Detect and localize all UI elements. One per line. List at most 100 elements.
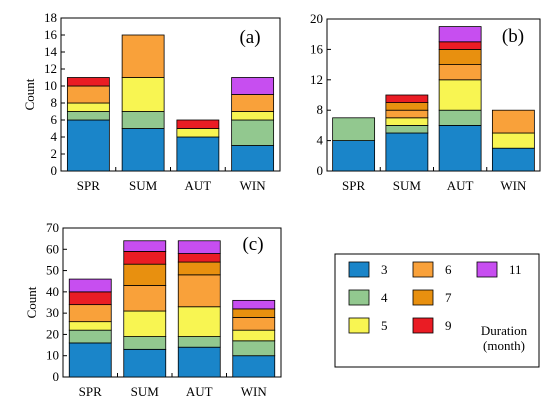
bar-segment-win-5 xyxy=(491,132,535,149)
bar-segment-win-11 xyxy=(231,77,275,95)
x-tick-label: SUM xyxy=(393,178,422,193)
y-tick-label: 40 xyxy=(46,284,59,299)
bar-segment-sum-9 xyxy=(123,251,167,265)
bar-segment-win-5 xyxy=(231,111,275,121)
bar-segment-win-3 xyxy=(491,147,535,172)
y-tick-label: 0 xyxy=(51,163,58,178)
y-tick-label: 8 xyxy=(51,95,58,110)
legend-swatch-5 xyxy=(348,317,370,334)
legend-label-4: 4 xyxy=(381,290,388,305)
bar-segment-sum-4 xyxy=(123,336,167,350)
bar-segment-sum-3 xyxy=(123,348,167,378)
legend-label-9: 9 xyxy=(445,318,452,333)
panel-label: (c) xyxy=(242,234,263,255)
bar-segment-spr-4 xyxy=(68,329,112,344)
bar-segment-sum-6 xyxy=(123,285,167,312)
bar-segment-spr-9 xyxy=(66,77,110,87)
bar-segment-aut-3 xyxy=(438,125,482,172)
bar-segment-sum-3 xyxy=(121,128,165,172)
bar-segment-aut-5 xyxy=(176,128,220,138)
y-tick-label: 10 xyxy=(44,78,57,93)
bar-segment-win-7 xyxy=(232,308,276,318)
bar-segment-spr-5 xyxy=(68,321,112,331)
y-tick-label: 70 xyxy=(46,220,59,235)
chart-panel-1: 0 2 4 6 8 10 12 14 16 18 Count SPR SUM AUT WIN (a) xyxy=(22,10,281,193)
bar-segment-sum-4 xyxy=(385,125,429,134)
y-tick-label: 2 xyxy=(51,146,58,161)
y-tick-label: 10 xyxy=(46,348,59,363)
legend-label-3: 3 xyxy=(381,262,388,277)
y-tick-label: 6 xyxy=(51,112,58,127)
bar-segment-sum-6 xyxy=(385,109,429,119)
legend-swatch-7 xyxy=(412,289,434,306)
legend-label-11: 11 xyxy=(509,262,522,277)
y-tick-label: 4 xyxy=(317,133,324,148)
bar-segment-aut-9 xyxy=(438,41,482,50)
bar-segment-sum-11 xyxy=(123,240,167,252)
bar-segment-win-5 xyxy=(232,329,276,342)
bar-segment-win-3 xyxy=(231,145,275,172)
x-tick-label: SUM xyxy=(131,384,160,399)
chart-panel-2: 0 4 8 12 16 20 SPR SUM AUT WIN (b) xyxy=(310,11,541,193)
x-tick-label: WIN xyxy=(241,384,268,399)
legend-swatch-9 xyxy=(412,317,434,334)
y-tick-label: 12 xyxy=(44,61,57,76)
legend-swatch-3 xyxy=(348,261,370,278)
legend: 3 6 11 4 7 5 9 Duration(month) xyxy=(334,253,540,368)
bar-segment-spr-3 xyxy=(66,119,110,172)
x-tick-label: WIN xyxy=(240,178,267,193)
panel-label: (b) xyxy=(502,26,524,47)
y-tick-label: 0 xyxy=(317,163,324,178)
bar-segment-win-3 xyxy=(232,355,276,378)
bar-segment-spr-4 xyxy=(332,117,376,142)
bar-segment-sum-5 xyxy=(385,117,429,126)
bar-segment-aut-4 xyxy=(438,109,482,126)
bar-segment-aut-9 xyxy=(176,119,220,129)
y-tick-label: 14 xyxy=(44,44,58,59)
x-tick-label: AUT xyxy=(447,178,474,193)
bar-segment-win-6 xyxy=(491,109,535,134)
bar-segment-aut-5 xyxy=(177,306,221,337)
x-tick-label: WIN xyxy=(500,178,527,193)
bar-segment-aut-11 xyxy=(438,26,482,43)
y-tick-label: 20 xyxy=(46,326,59,341)
bar-segment-sum-6 xyxy=(121,34,165,78)
bar-segment-spr-6 xyxy=(66,85,110,104)
bar-segment-spr-9 xyxy=(68,291,112,306)
y-tick-label: 0 xyxy=(53,369,60,384)
legend-label-6: 6 xyxy=(445,262,452,277)
y-axis-label: Count xyxy=(22,78,37,110)
bar-segment-win-6 xyxy=(232,316,276,331)
bar-segment-win-11 xyxy=(232,299,276,310)
bar-segment-aut-4 xyxy=(177,336,221,348)
bar-segment-sum-5 xyxy=(121,77,165,112)
bar-segment-spr-3 xyxy=(332,140,376,172)
bar-segment-aut-5 xyxy=(438,79,482,111)
bar-segment-spr-4 xyxy=(66,111,110,121)
bar-segment-spr-11 xyxy=(68,278,112,293)
bar-segment-sum-5 xyxy=(123,310,167,337)
y-tick-label: 30 xyxy=(46,305,59,320)
y-tick-label: 12 xyxy=(310,72,323,87)
y-tick-label: 8 xyxy=(317,102,324,117)
bar-segment-win-4 xyxy=(232,340,276,357)
x-tick-label: SPR xyxy=(342,178,365,193)
bar-segment-aut-6 xyxy=(177,274,221,308)
y-tick-label: 16 xyxy=(310,41,324,56)
bar-segment-aut-3 xyxy=(176,136,220,172)
y-axis-label: Count xyxy=(24,286,39,318)
bar-segment-aut-7 xyxy=(177,261,221,276)
bar-segment-spr-3 xyxy=(68,342,112,378)
bar-segment-sum-7 xyxy=(385,102,429,111)
legend-label-7: 7 xyxy=(445,290,452,305)
bar-segment-win-4 xyxy=(231,119,275,146)
y-tick-label: 50 xyxy=(46,263,59,278)
y-tick-label: 60 xyxy=(46,241,59,256)
y-tick-label: 4 xyxy=(51,129,58,144)
legend-swatch-11 xyxy=(476,261,498,278)
bar-segment-spr-6 xyxy=(68,304,112,323)
x-tick-label: SPR xyxy=(79,384,102,399)
legend-title-line: Duration xyxy=(481,323,528,338)
panel-label: (a) xyxy=(239,27,260,48)
